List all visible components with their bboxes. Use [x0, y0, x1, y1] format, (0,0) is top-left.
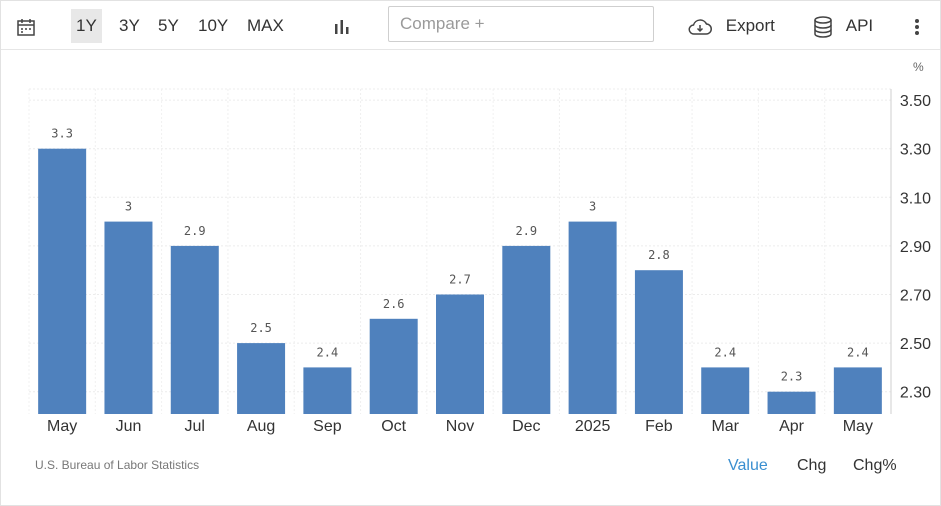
data-label: 2.4 — [847, 345, 869, 359]
bar — [701, 367, 750, 414]
source-label: U.S. Bureau of Labor Statistics — [35, 458, 200, 472]
api-label: API — [845, 16, 874, 35]
x-tick-label: May — [843, 418, 873, 435]
y-tick-label: 2.30 — [900, 385, 931, 402]
data-label: 3 — [125, 200, 132, 214]
bar — [170, 245, 219, 414]
calendar-icon[interactable] — [11, 9, 41, 43]
range-5y-button[interactable]: 5Y — [158, 16, 179, 35]
range-3y-button[interactable]: 3Y — [119, 16, 140, 35]
export-button[interactable]: Export — [687, 9, 775, 43]
x-tick-label: Apr — [779, 418, 805, 435]
database-icon — [813, 15, 838, 38]
x-tick-label: Feb — [645, 418, 673, 435]
bar — [104, 221, 153, 414]
data-label: 2.3 — [781, 370, 803, 384]
x-tick-label: Jun — [116, 418, 142, 435]
range-max-button[interactable]: MAX — [247, 16, 284, 35]
x-tick-label: Nov — [446, 418, 474, 435]
bar — [568, 221, 617, 414]
bar — [767, 391, 816, 414]
toggle-chg[interactable]: Chg — [797, 457, 827, 474]
api-button[interactable]: API — [813, 9, 873, 43]
data-label: 2.8 — [648, 248, 670, 262]
data-label: 2.5 — [250, 321, 272, 335]
x-tick-label: Mar — [711, 418, 739, 435]
data-label: 2.4 — [714, 345, 736, 359]
toggle-value[interactable]: Value — [728, 457, 768, 474]
range-10y-button[interactable]: 10Y — [198, 16, 229, 35]
data-label: 2.9 — [515, 224, 537, 238]
bar — [634, 270, 683, 414]
x-tick-label: May — [47, 418, 77, 435]
toggle-chg-pct[interactable]: Chg% — [853, 457, 897, 474]
y-tick-label: 2.70 — [900, 288, 931, 305]
data-label: 2.9 — [184, 224, 206, 238]
unit-label: % — [913, 60, 924, 74]
x-tick-label: Dec — [512, 418, 540, 435]
more-options-icon[interactable] — [909, 9, 925, 43]
x-tick-label: Sep — [313, 418, 342, 435]
bar — [436, 294, 484, 414]
x-tick-label: 2025 — [575, 418, 611, 435]
bar — [369, 318, 418, 414]
x-tick-label: Aug — [247, 418, 275, 435]
bar — [38, 148, 87, 414]
bar-chart: 3.50 3.30 3.10 2.90 2.70 2.50 2.30 3.3 May 3 Jun 2.… — [28, 88, 931, 435]
data-label: 3.3 — [51, 127, 73, 141]
export-label: Export — [725, 16, 775, 35]
bar — [502, 245, 551, 414]
chart-toolbar: 1Y 3Y 5Y 10Y MAX Export — [1, 1, 940, 50]
data-label: 2.4 — [317, 345, 339, 359]
y-tick-label: 2.50 — [900, 336, 931, 353]
data-label: 2.7 — [449, 273, 471, 287]
y-tick-label: 3.10 — [900, 190, 931, 207]
cloud-download-icon — [687, 16, 718, 35]
bar-chart-icon[interactable] — [329, 9, 355, 43]
y-tick-label: 2.90 — [900, 239, 931, 256]
x-tick-label: Oct — [381, 418, 406, 435]
compare-input[interactable] — [388, 6, 654, 42]
y-tick-label: 3.50 — [900, 93, 931, 110]
y-tick-label: 3.30 — [900, 142, 931, 159]
data-label: 2.6 — [383, 297, 405, 311]
x-tick-label: Jul — [185, 418, 205, 435]
data-label: 3 — [589, 200, 596, 214]
bar — [303, 367, 352, 414]
bar — [237, 343, 286, 414]
range-1y-button[interactable]: 1Y — [71, 9, 102, 43]
bar — [833, 367, 882, 414]
